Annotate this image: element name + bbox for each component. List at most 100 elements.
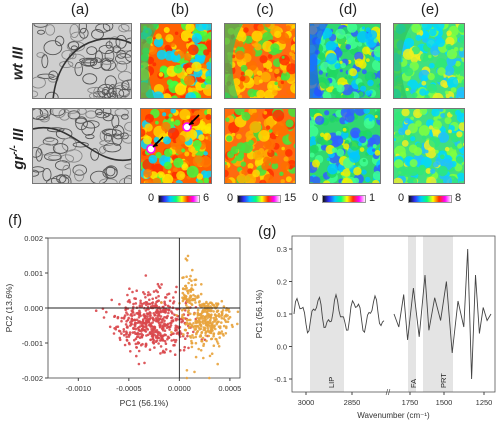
scatter-point-red: [131, 290, 134, 294]
micrograph-gr-b: [140, 108, 212, 184]
scatter-point-red: [128, 300, 132, 304]
scatter-point-orange: [175, 314, 178, 317]
row-label-gr: gr-/- III: [9, 128, 27, 170]
scatter-point-orange: [220, 330, 224, 333]
scatter-point-red: [125, 320, 128, 323]
scatter-point-orange: [225, 326, 228, 330]
scatter-point-orange: [208, 308, 211, 311]
x-tick-label: 1750: [402, 398, 419, 407]
scatter-point-orange: [225, 315, 228, 318]
scatter-point-orange: [203, 316, 207, 319]
scatter-point-red: [148, 311, 152, 314]
scatter-point-red: [144, 301, 148, 304]
column-label-e: (e): [420, 1, 440, 18]
scatter-point-orange: [160, 301, 163, 304]
scatter-point-orange: [204, 320, 207, 323]
scatter-point-red: [172, 338, 176, 342]
scatter-point-orange: [210, 323, 214, 326]
scatter-point-red: [137, 349, 141, 353]
scatter-point-red: [174, 324, 178, 328]
scatter-point-orange: [209, 318, 212, 321]
scatter-point-red: [142, 322, 146, 325]
scatter-point-red: [141, 324, 144, 328]
scatter-point-orange: [184, 284, 188, 288]
scatter-point-red: [135, 354, 138, 358]
scatter-point-red: [125, 338, 129, 342]
scatter-point-red: [139, 343, 143, 347]
scatter-point-red: [129, 350, 132, 353]
scatter-point-orange: [206, 326, 210, 330]
scatter-point-red: [117, 329, 121, 333]
scatter-point-red: [130, 314, 134, 317]
scatter-point-red: [166, 314, 169, 318]
scatter-point-red: [164, 342, 168, 345]
x-tick-label: 0.0000: [168, 384, 191, 393]
region-label-PRT: PRT: [439, 373, 448, 388]
scatter-point-red: [165, 326, 169, 330]
scatter-point-orange: [200, 330, 204, 334]
scatter-point-red: [149, 324, 152, 327]
y-tick-label: 0.3: [277, 245, 287, 254]
micrograph-wt-b: [140, 23, 212, 99]
scatter-point-orange: [205, 339, 208, 343]
scatter-point-orange: [222, 305, 226, 308]
micrograph-wt-d: [309, 23, 381, 99]
micrograph-gr-e: [393, 108, 465, 184]
scatter-point-orange: [185, 369, 189, 372]
x-tick-label: -0.0010: [66, 384, 91, 393]
scatter-point-red: [135, 312, 138, 315]
scatter-point-red: [166, 293, 169, 296]
scatter-point-red: [175, 285, 178, 289]
scatter-point-red: [118, 338, 122, 342]
scatter-point-orange: [218, 331, 222, 335]
scatter-point-orange: [215, 338, 218, 341]
scatter-point-orange: [204, 334, 207, 337]
scatter-point-red: [161, 327, 164, 331]
spectrum-line-high: [293, 292, 385, 334]
scatter-point-orange: [194, 283, 197, 286]
scatter-point-red: [161, 338, 165, 342]
scatter-point-orange: [206, 317, 209, 320]
scatter-point-orange: [211, 303, 215, 307]
scatter-point-orange: [236, 322, 239, 326]
scatter-point-red: [140, 304, 144, 308]
scatter-point-red: [148, 318, 151, 322]
scatter-point-red: [123, 316, 126, 319]
micrograph-wt-e: [393, 23, 465, 99]
scatter-point-red: [174, 290, 177, 294]
scatter-point-red: [137, 328, 141, 332]
scatter-point-orange: [204, 322, 208, 325]
scatter-point-orange: [217, 345, 221, 348]
y-tick-label: -0.002: [22, 374, 43, 383]
band-region-LIP: [310, 236, 344, 392]
scatter-point-orange: [210, 352, 214, 355]
scatter-point-red: [125, 335, 128, 339]
scatter-point-red: [151, 304, 155, 307]
spectrum-line-low: [393, 248, 492, 380]
scatter-point-red: [172, 344, 175, 347]
scatter-point-orange: [186, 254, 190, 258]
scatter-point-orange: [216, 302, 220, 306]
scatter-point-red: [159, 352, 162, 355]
scatter-point-red: [118, 302, 121, 306]
scatter-point-orange: [215, 317, 218, 321]
scatter-point-red: [135, 289, 138, 292]
scatter-point-red: [167, 308, 171, 312]
micrograph-gr-a: [32, 108, 132, 184]
x-tick-label: -0.0005: [116, 384, 141, 393]
scatter-point-orange: [214, 315, 218, 319]
scatter-point-red: [146, 317, 149, 320]
scatter-point-red: [152, 312, 155, 315]
scatter-point-red: [114, 327, 118, 331]
scatter-point-red: [158, 317, 162, 321]
scatter-point-red: [162, 334, 165, 337]
scatter-point-red: [155, 339, 159, 342]
pc1-loading-plot: //-0.10.00.10.20.33000285017501500125010…: [254, 235, 496, 420]
scatter-point-orange: [198, 312, 202, 316]
scatter-point-red: [151, 317, 155, 321]
scatter-point-orange: [194, 335, 198, 339]
scatter-point-orange: [196, 316, 199, 319]
scatter-point-red: [127, 316, 130, 320]
scatter-point-red: [186, 334, 189, 338]
band-region-FA: [408, 236, 416, 392]
